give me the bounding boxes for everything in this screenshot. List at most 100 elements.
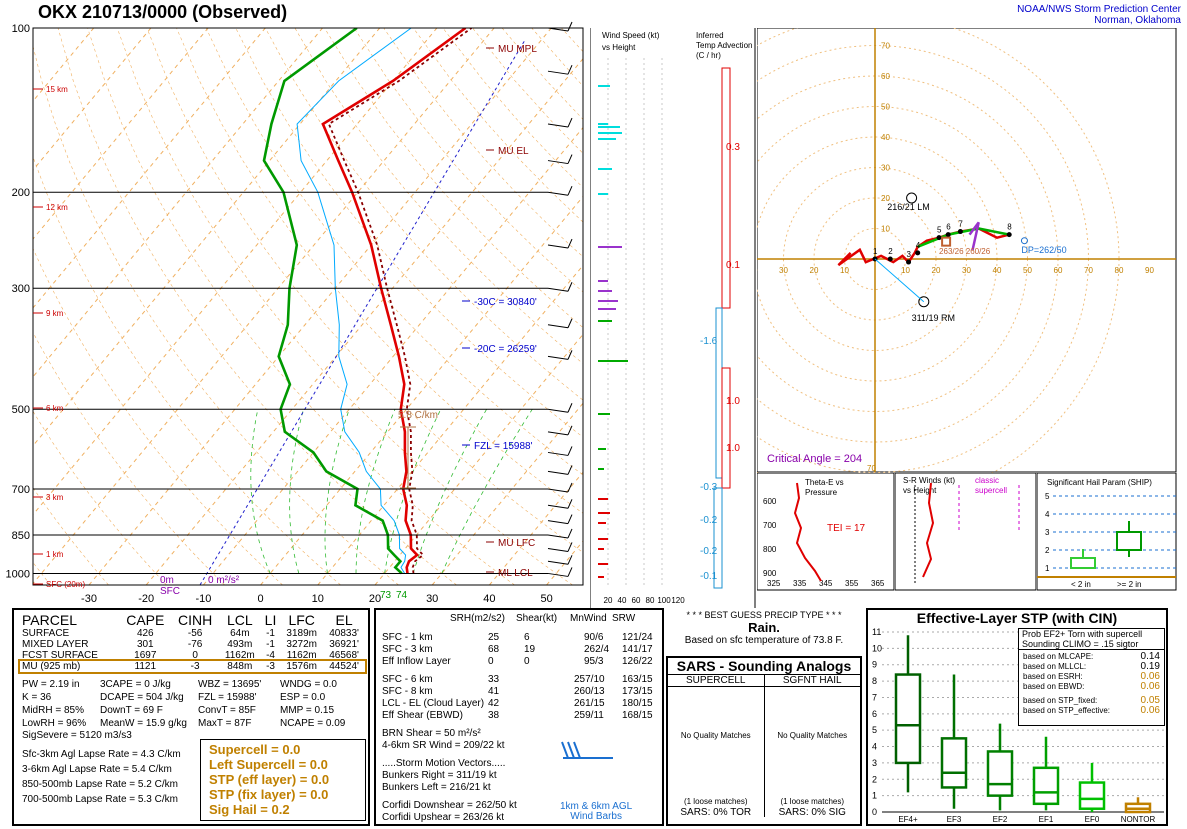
barb-note-2: Wind Barbs bbox=[570, 811, 622, 822]
wind-barb-flag bbox=[567, 555, 573, 565]
hodo-y-tick: 40 bbox=[881, 133, 890, 142]
misc-item: MaxT = 87F bbox=[198, 718, 252, 729]
kin-value: 141/17 bbox=[622, 644, 653, 655]
parcel-cell: 426 bbox=[136, 628, 154, 639]
misc-item: DownT = 69 F bbox=[100, 705, 163, 716]
kinematics-header: SRH(m2/s2) Shear(kt) MnWind SRW bbox=[376, 610, 662, 632]
hodo-x-tick: 10 bbox=[840, 266, 849, 275]
pressure-tick-label: 700 bbox=[12, 484, 30, 496]
wind-barb-flag bbox=[567, 567, 573, 577]
moist-adiabat bbox=[250, 409, 271, 574]
pressure-tick-label: 300 bbox=[12, 283, 30, 295]
kin-value: 0 bbox=[488, 656, 494, 667]
stp-y-tick: 3 bbox=[872, 758, 877, 768]
wind-barb-flag bbox=[567, 154, 573, 164]
stp-prob-box: Prob EF2+ Torn with supercell Sounding C… bbox=[1018, 628, 1165, 726]
moist-adiabat bbox=[324, 409, 350, 574]
parcel-row: MU (925 mb) 1121 -3 848m -3 1576m 44524' bbox=[18, 659, 367, 674]
kin-value: 168/15 bbox=[622, 710, 653, 721]
sars-panel: SARS - Sounding Analogs SUPERCELL SGFNT … bbox=[666, 656, 862, 826]
parcel-cell: FCST SURFACE bbox=[22, 650, 98, 661]
adv-value: 1.0 bbox=[726, 396, 740, 407]
misc-row: K = 36 DCAPE = 504 J/kg FZL = 15988' ESP = … bbox=[22, 691, 368, 704]
wind-speed-bar bbox=[598, 138, 616, 140]
stp-prob-value: 0.14 bbox=[1140, 651, 1160, 662]
temp-tick-label: -30 bbox=[81, 593, 97, 605]
parcel-cell: MU (925 mb) bbox=[22, 661, 81, 672]
wind-speed-bar bbox=[598, 246, 622, 248]
ship-x-label: < 2 in bbox=[1071, 580, 1091, 589]
corfidi-marker bbox=[1020, 237, 1028, 245]
precip-title: * * * BEST GUESS PRECIP TYPE * * * bbox=[686, 610, 842, 620]
parcel-cell: -56 bbox=[187, 628, 203, 639]
bunkers-left-marker bbox=[906, 192, 918, 204]
misc-item: ConvT = 85F bbox=[198, 705, 256, 716]
height-label: SFC (20m) bbox=[46, 580, 85, 589]
wind-barb-flag bbox=[567, 238, 573, 249]
storm-motion: Bunkers Left = 216/21 kt bbox=[382, 782, 491, 793]
kin-row: Eff Shear (EBWD) 38 259/11 168/15 bbox=[376, 710, 662, 722]
moist-adiabat bbox=[355, 409, 396, 574]
hodo-y-tick: 50 bbox=[881, 103, 890, 112]
sr-wind: 4-6km SR Wind = 209/22 kt bbox=[382, 740, 505, 751]
parcel-header-cell: LFC bbox=[288, 612, 315, 628]
srw-note: supercell bbox=[975, 486, 1007, 495]
hodo-x-tick: 50 bbox=[1023, 266, 1032, 275]
composite-item: STP (eff layer) = 0.0 bbox=[209, 772, 330, 787]
kin-value: 42 bbox=[488, 698, 500, 709]
stp-prob-value: 0.05 bbox=[1140, 695, 1160, 706]
sr-winds-panel: S-R Winds (kt)vs Heightclassicsupercell1… bbox=[895, 473, 1037, 591]
hodo-label-dp: DP=262/50 bbox=[1021, 245, 1066, 255]
parcel-header-cell: LI bbox=[264, 612, 277, 628]
dry-adiabat bbox=[205, 28, 583, 476]
stp-prob-1: Prob EF2+ Torn with supercell bbox=[1022, 629, 1143, 639]
kin-value: 173/15 bbox=[622, 686, 653, 697]
adv-value: -0.2 bbox=[700, 515, 718, 526]
pressure-tick-label: 850 bbox=[12, 530, 30, 542]
ship-y-tick: 5 bbox=[1045, 492, 1050, 501]
hodo-x-tick: 80 bbox=[1115, 266, 1124, 275]
wind-barb bbox=[547, 27, 569, 32]
stp-prob-row: based on MLLCL: 0.19 bbox=[1023, 662, 1160, 672]
stp-box bbox=[1032, 766, 1060, 806]
pressure-tick-label: 500 bbox=[12, 404, 30, 416]
kin-value: 121/24 bbox=[622, 632, 653, 643]
misc-item: MidRH = 85% bbox=[22, 705, 84, 716]
kin-value: 33 bbox=[488, 674, 500, 685]
misc-row: LowRH = 96% MeanW = 15.9 g/kg MaxT = 87F NC… bbox=[22, 717, 368, 730]
pressure-tick-label: 1000 bbox=[6, 568, 30, 580]
wind-barb-flag bbox=[567, 64, 573, 75]
wind-speed-bar bbox=[598, 132, 622, 134]
wind-speed-bar bbox=[598, 300, 618, 302]
kin-value: 260/13 bbox=[574, 686, 605, 697]
parcel-cell: -3 bbox=[266, 661, 275, 672]
wind-speed-bar bbox=[598, 413, 610, 415]
theta-y-tick: 700 bbox=[763, 521, 777, 530]
annotation-label: 74 bbox=[396, 590, 408, 601]
dry-adiabat bbox=[33, 487, 109, 585]
annotation-label: MU MPL bbox=[498, 44, 537, 55]
wind-barb-flag bbox=[567, 425, 573, 436]
hodo-x-tick: 60 bbox=[1054, 266, 1063, 275]
storm-motion: Bunkers Right = 311/19 kt bbox=[382, 770, 497, 781]
kin-label: SFC - 6 km bbox=[382, 674, 433, 685]
wind-barb bbox=[547, 534, 569, 539]
wind-barb-icons bbox=[561, 741, 613, 759]
ship-y-tick: 3 bbox=[1045, 528, 1050, 537]
temp-tick-label: 10 bbox=[312, 593, 324, 605]
parcel-cell: 1121 bbox=[134, 661, 157, 672]
wind-barb bbox=[547, 191, 569, 196]
hodo-y-tick-bottom: 70 bbox=[867, 464, 876, 473]
composite-item: Sig Hail = 0.2 bbox=[209, 802, 290, 817]
kin-header: SRH(m2/s2) bbox=[450, 613, 506, 624]
ship-y-tick: 2 bbox=[1045, 546, 1050, 555]
dry-adiabat bbox=[33, 247, 283, 585]
temp-tick-label: 30 bbox=[426, 593, 438, 605]
parcel-header-cell: LCL bbox=[226, 612, 253, 628]
hodo-height-label: 2 bbox=[888, 247, 893, 256]
hodo-height-dot bbox=[936, 235, 942, 241]
hodo-x-tick: 40 bbox=[993, 266, 1002, 275]
wetbulb-profile bbox=[296, 28, 412, 574]
kin-value: 6 bbox=[524, 632, 530, 643]
